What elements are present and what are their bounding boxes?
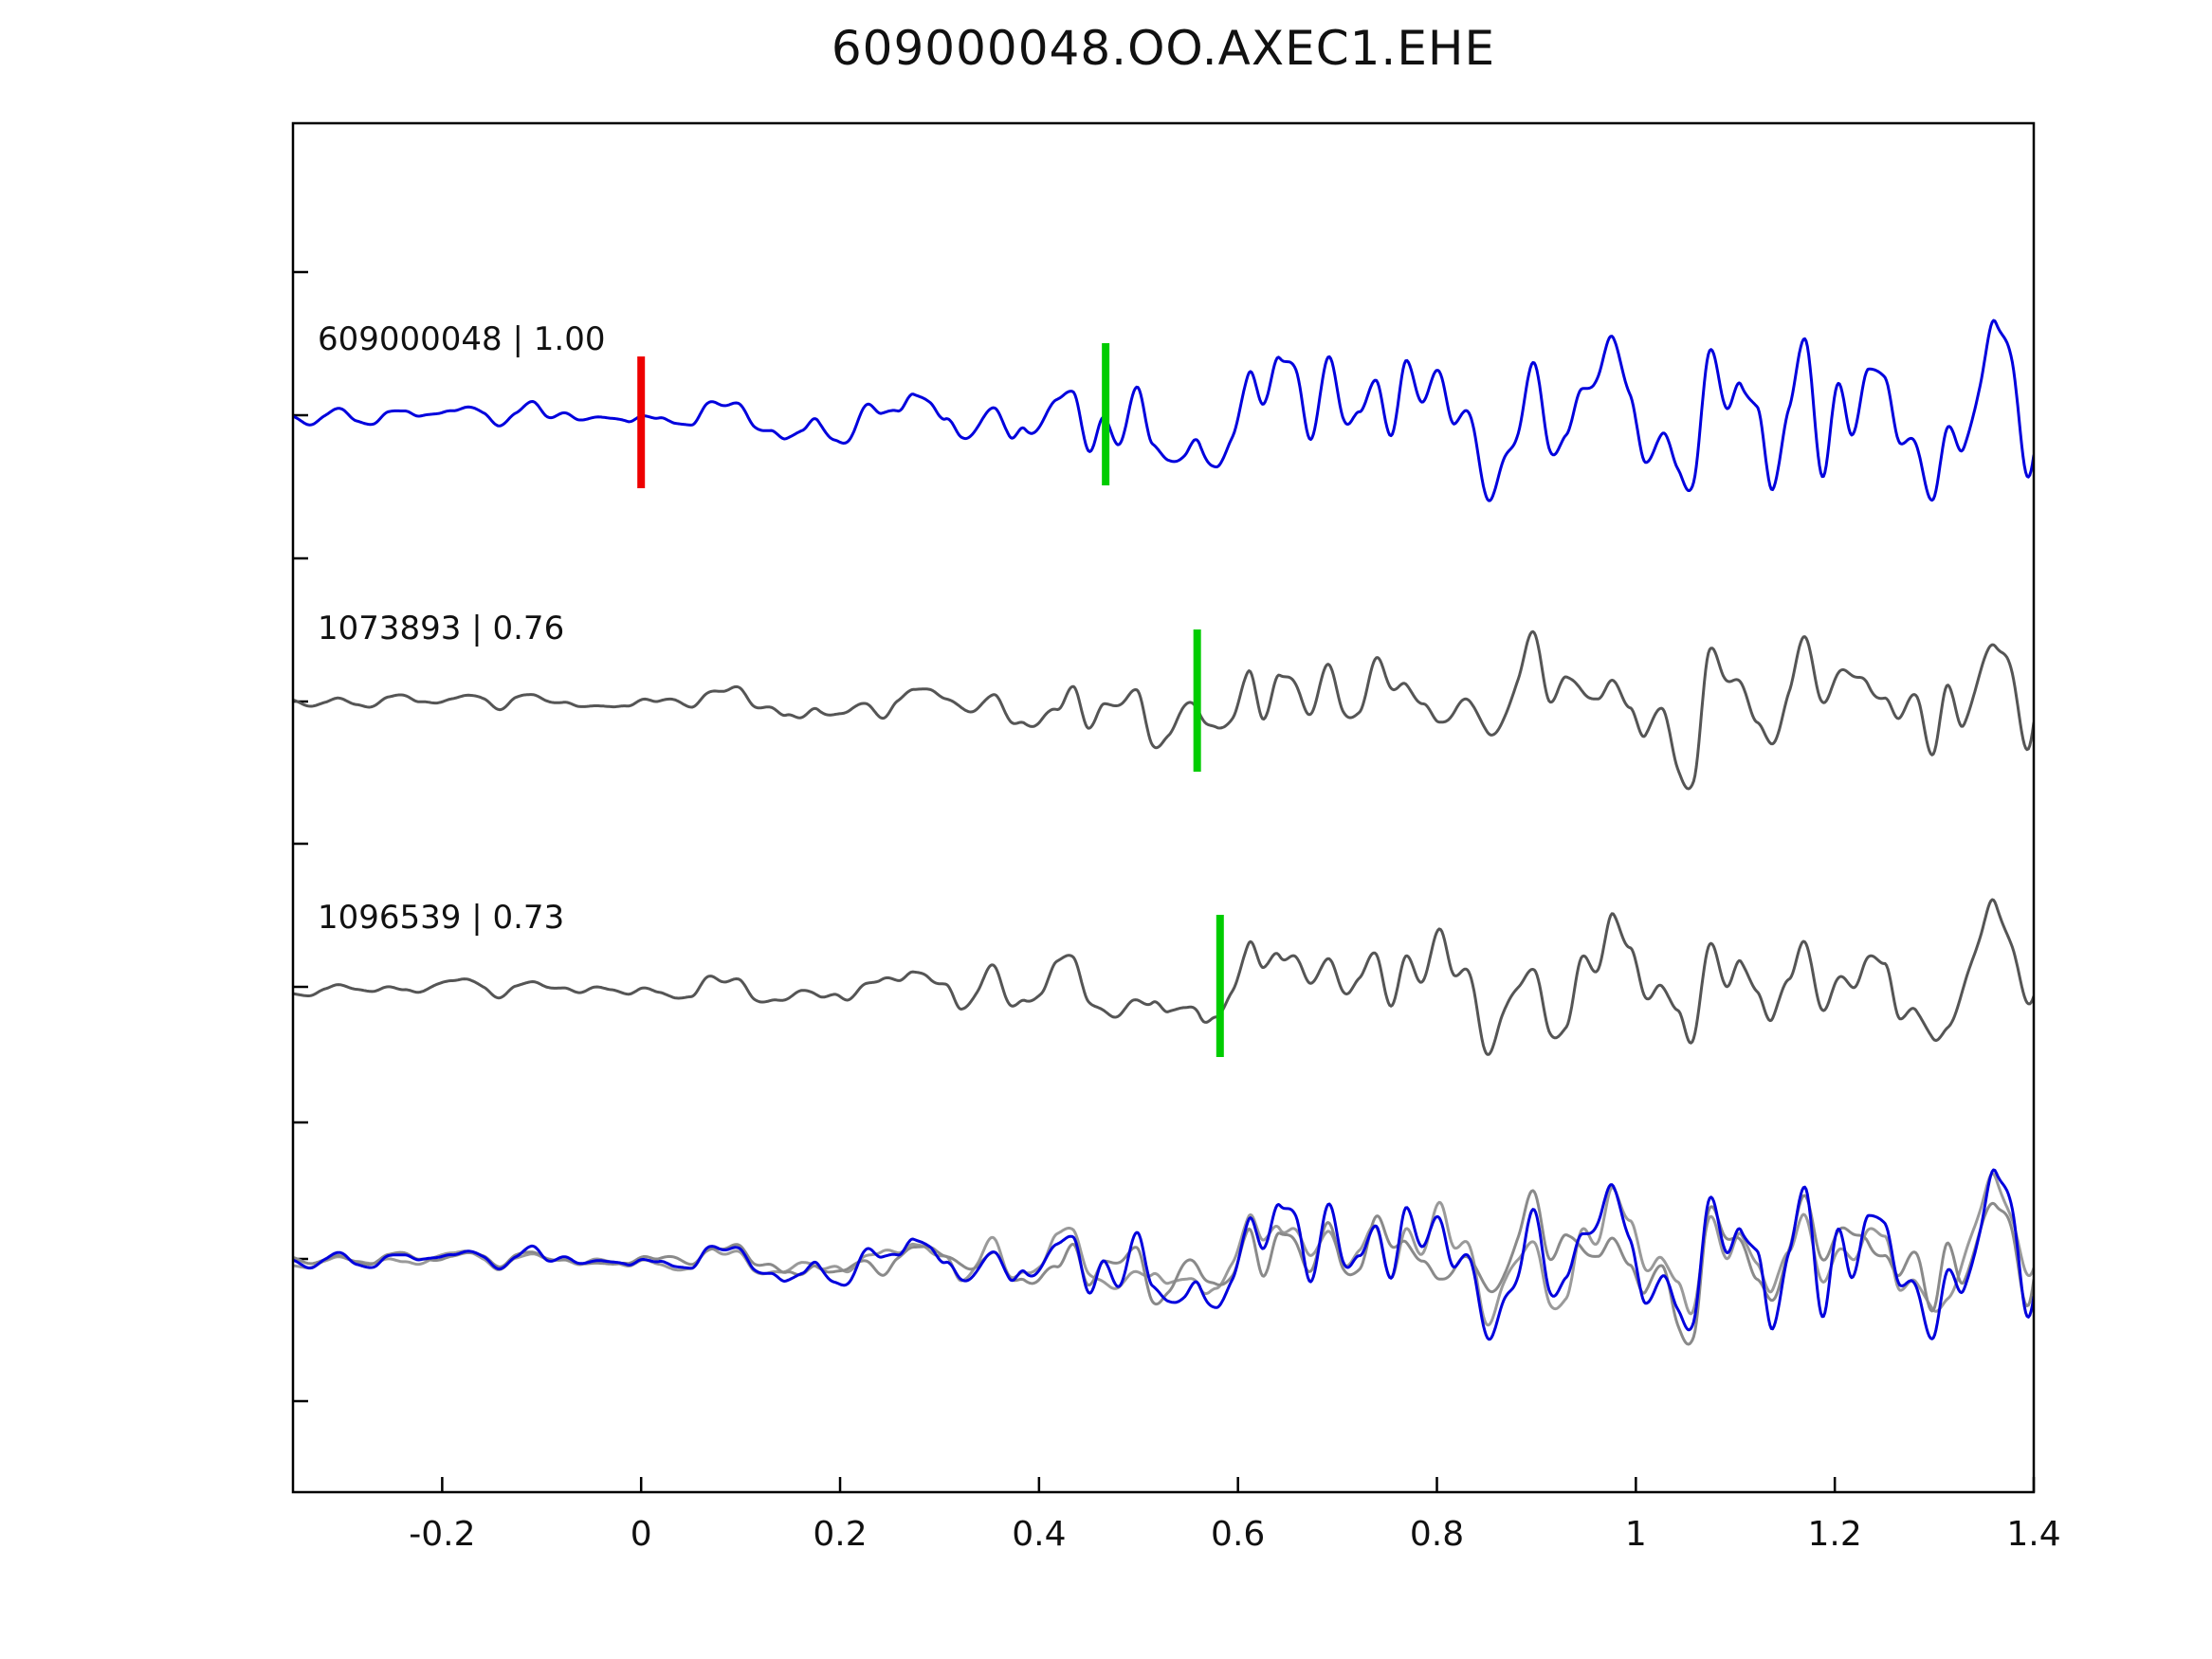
x-tick-label: -0.2 — [409, 1515, 475, 1554]
x-tick-label: 1.4 — [2006, 1515, 2060, 1554]
x-tick-label: 1.2 — [1808, 1515, 1862, 1554]
chart-title: 609000048.OO.AXEC1.EHE — [831, 21, 1496, 76]
overlay-trace-1096539 — [293, 1172, 2034, 1327]
trace-label-1096539: 1096539 | 0.73 — [318, 899, 565, 937]
trace-label-1073893: 1073893 | 0.76 — [318, 610, 565, 647]
plot-frame — [291, 121, 2036, 1494]
waveform-trace-1096539 — [293, 898, 2034, 1056]
overlay-trace-1073893 — [293, 1189, 2034, 1346]
x-tick-label: 1 — [1625, 1515, 1647, 1554]
x-tick-label: 0 — [631, 1515, 652, 1554]
x-tick-label: 0.6 — [1211, 1515, 1265, 1554]
x-tick-label: 0.8 — [1410, 1515, 1464, 1554]
x-tick-label: 0.2 — [813, 1515, 867, 1554]
overlay-trace-609000048 — [293, 1168, 2034, 1341]
x-tick-label: 0.4 — [1012, 1515, 1066, 1554]
waveform-trace-609000048 — [293, 319, 2034, 502]
trace-label-609000048: 609000048 | 1.00 — [318, 320, 606, 358]
waveform-trace-1073893 — [293, 629, 2034, 791]
